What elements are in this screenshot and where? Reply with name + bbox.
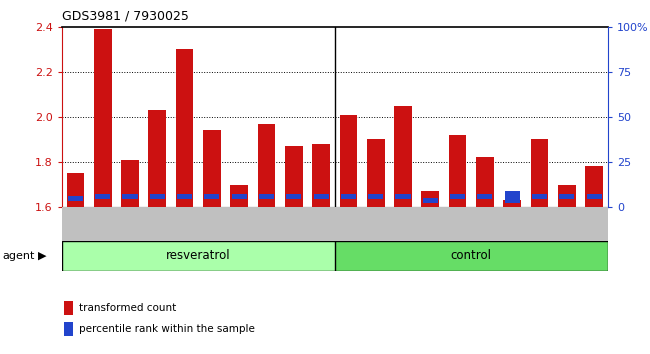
Bar: [421, 191, 439, 207]
Text: control: control: [450, 249, 492, 262]
Bar: [64, 322, 73, 336]
Bar: [450, 194, 465, 199]
Bar: [94, 29, 112, 207]
Bar: [66, 173, 84, 207]
Bar: [558, 184, 576, 207]
Bar: [339, 115, 358, 207]
Bar: [121, 160, 139, 207]
Bar: [203, 130, 221, 207]
Bar: [422, 198, 438, 202]
Bar: [64, 301, 73, 315]
Bar: [477, 194, 493, 199]
Bar: [394, 105, 412, 207]
Text: resveratrol: resveratrol: [166, 249, 231, 262]
Text: ▶: ▶: [38, 251, 46, 261]
Bar: [448, 135, 467, 207]
Bar: [148, 110, 166, 207]
Bar: [176, 49, 194, 207]
Bar: [286, 194, 302, 199]
Bar: [230, 184, 248, 207]
Bar: [68, 196, 83, 201]
Bar: [95, 194, 110, 199]
FancyBboxPatch shape: [62, 241, 335, 271]
Text: percentile rank within the sample: percentile rank within the sample: [79, 324, 255, 334]
Bar: [585, 166, 603, 207]
Bar: [177, 194, 192, 199]
Bar: [367, 139, 385, 207]
Text: transformed count: transformed count: [79, 303, 177, 313]
Bar: [503, 200, 521, 207]
Text: GDS3981 / 7930025: GDS3981 / 7930025: [62, 10, 188, 23]
Bar: [559, 194, 575, 199]
Text: agent: agent: [3, 251, 35, 261]
Bar: [312, 144, 330, 207]
Bar: [313, 194, 329, 199]
Bar: [476, 158, 494, 207]
Bar: [257, 124, 276, 207]
Bar: [204, 194, 220, 199]
Bar: [504, 190, 520, 203]
Bar: [150, 194, 165, 199]
Bar: [530, 139, 549, 207]
Bar: [532, 194, 547, 199]
FancyBboxPatch shape: [335, 241, 608, 271]
Bar: [122, 194, 138, 199]
Bar: [586, 194, 602, 199]
Bar: [285, 146, 303, 207]
Bar: [341, 194, 356, 199]
Bar: [368, 194, 384, 199]
Bar: [259, 194, 274, 199]
Bar: [395, 194, 411, 199]
Bar: [231, 194, 247, 199]
